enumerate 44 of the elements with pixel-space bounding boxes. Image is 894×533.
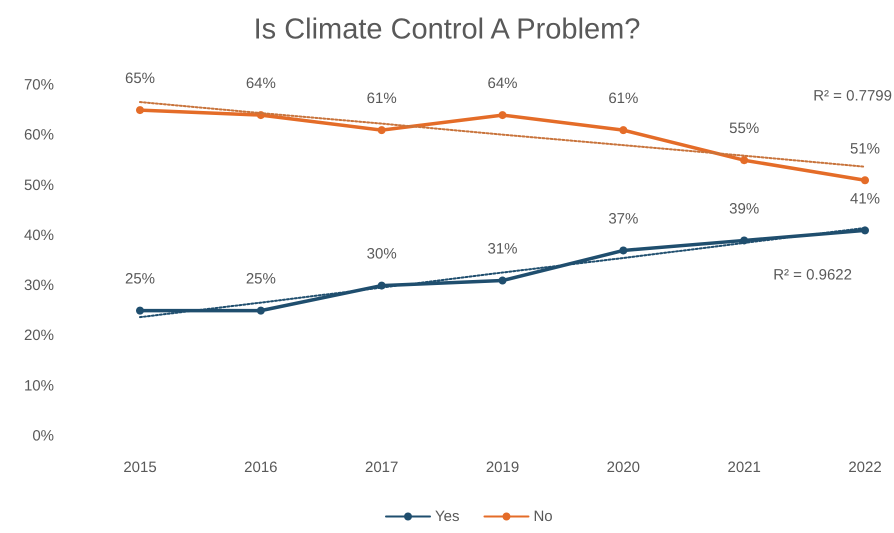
annotation: R² = 0.7799 <box>813 88 892 104</box>
y-tick-label: 70% <box>24 76 54 94</box>
point <box>498 276 506 285</box>
chart-title: Is Climate Control A Problem? <box>254 14 640 46</box>
x-tick-label: 2021 <box>727 459 761 476</box>
x-tick-label: 2017 <box>364 459 398 476</box>
data-label: 31% <box>487 240 518 258</box>
point <box>256 306 265 315</box>
point <box>861 176 869 184</box>
y-tick-label: 10% <box>24 377 54 394</box>
y-tick-label: 50% <box>24 176 54 194</box>
data-label: 51% <box>850 140 880 158</box>
y-tick-label: 20% <box>24 327 54 344</box>
legend-label: Yes <box>435 508 460 525</box>
x-tick-label: 2015 <box>123 459 157 476</box>
y-tick-label: 30% <box>24 277 54 294</box>
data-label: 65% <box>124 70 156 88</box>
point <box>378 126 386 134</box>
point <box>619 126 628 134</box>
y-tick-label: 60% <box>24 126 54 144</box>
data-label: 64% <box>246 75 276 92</box>
data-label: 61% <box>366 90 397 108</box>
x-tick-label: 2019 <box>486 459 520 476</box>
annotation: R² = 0.9622 <box>773 266 852 284</box>
data-label: 25% <box>246 270 276 288</box>
point <box>136 306 144 315</box>
point <box>136 106 144 114</box>
point <box>740 156 748 164</box>
data-label: 55% <box>729 120 760 138</box>
x-tick-label: 2020 <box>606 459 640 476</box>
data-label: 61% <box>608 90 638 108</box>
data-label: 30% <box>366 246 397 263</box>
y-tick-label: 40% <box>24 226 54 244</box>
data-label: 37% <box>608 210 638 228</box>
x-tick-label: 2016 <box>244 459 278 476</box>
y-tick-label: 0% <box>32 428 54 444</box>
data-label: 64% <box>487 75 518 92</box>
data-label: 41% <box>850 190 880 208</box>
legend-label: No <box>533 508 553 525</box>
point <box>498 111 506 120</box>
point <box>619 246 628 254</box>
x-tick-label: 2022 <box>848 459 882 476</box>
data-label: 39% <box>729 200 760 218</box>
data-label: 25% <box>124 270 156 288</box>
